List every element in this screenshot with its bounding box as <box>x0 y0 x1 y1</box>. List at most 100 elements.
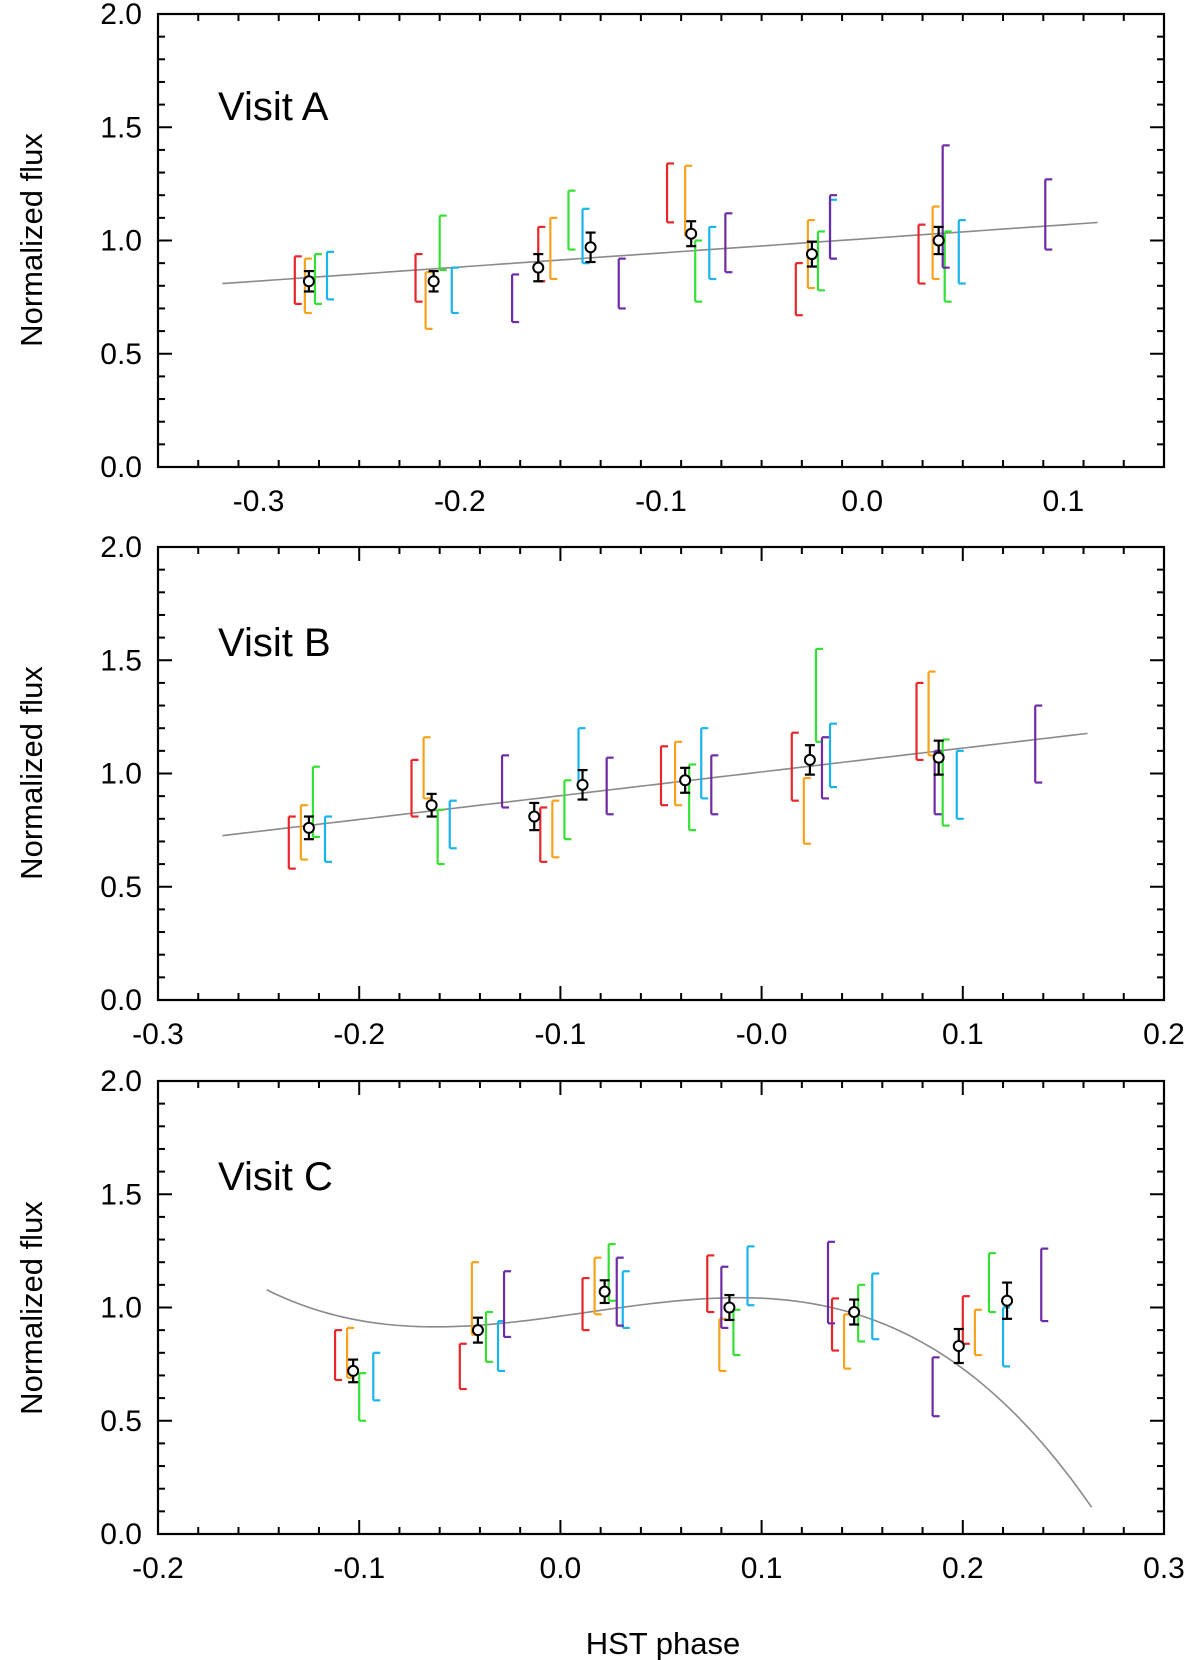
y-axis-label: Normalized flux <box>14 133 49 347</box>
mean-point <box>584 241 597 254</box>
error-bar-purple <box>500 754 510 809</box>
error-bar-purple <box>720 1265 729 1329</box>
y-tick-label: 1.0 <box>100 225 142 258</box>
x-tick-label: -0.3 <box>132 1018 184 1051</box>
mean-point <box>528 810 541 823</box>
error-bar-red <box>458 1342 467 1391</box>
binned-mean <box>532 252 545 283</box>
error-bar-green <box>816 230 825 292</box>
y-tick-label: 0.0 <box>100 451 142 484</box>
error-bar-cyan <box>372 1351 381 1402</box>
x-tick-label: 0.1 <box>741 1552 783 1585</box>
mean-point <box>425 799 438 812</box>
x-tick-label: 0.2 <box>1143 1018 1185 1051</box>
x-tick-label: 0.1 <box>942 1018 984 1051</box>
x-tick-label: 0.3 <box>1143 1552 1185 1585</box>
y-axis-label: Normalized flux <box>14 1201 49 1415</box>
binned-mean <box>1001 1281 1014 1320</box>
mean-point <box>427 275 440 288</box>
y-tick-label: 0.0 <box>100 984 142 1017</box>
error-bar-green <box>567 189 576 251</box>
mean-point <box>1001 1294 1014 1307</box>
y-tick-label: 1.5 <box>100 1178 142 1211</box>
error-bar-green <box>732 1308 741 1357</box>
error-bar-cyan <box>828 722 838 789</box>
error-bar-purple <box>820 736 829 800</box>
error-bar-cyan <box>871 1272 880 1341</box>
error-bar-purple <box>511 273 520 324</box>
mean-point <box>952 1340 965 1353</box>
error-bar-purple <box>1044 178 1053 251</box>
error-bar-red <box>539 806 548 863</box>
mean-point <box>598 1285 611 1298</box>
error-bar-purple <box>931 1356 940 1418</box>
error-bar-green <box>563 779 572 841</box>
error-bar-red <box>410 758 419 818</box>
binned-mean <box>576 769 589 801</box>
error-bar-green <box>436 808 445 866</box>
y-tick-label: 2.0 <box>100 1065 142 1098</box>
error-bar-cyan <box>448 799 457 850</box>
model-fit-line <box>266 1289 1093 1508</box>
panel-visit-c: Visit C Normalized flux HST phase 0.0 0.5… <box>14 1065 1185 1660</box>
binned-mean <box>932 739 945 776</box>
x-tick-label: -0.1 <box>535 1018 587 1051</box>
error-bar-red <box>665 162 675 224</box>
x-axis-label: HST phase <box>586 1626 741 1660</box>
mean-point <box>805 248 818 261</box>
mean-point <box>347 1364 360 1377</box>
panel-title: Visit A <box>218 85 329 129</box>
x-tick-label: -0.2 <box>132 1552 184 1585</box>
error-bar-red <box>794 262 803 317</box>
error-bar-purple <box>605 756 614 816</box>
x-tick-label: -0.2 <box>434 485 486 518</box>
mean-point <box>803 753 816 766</box>
error-bar-orange <box>973 1308 982 1357</box>
y-tick-label: 0.0 <box>100 1518 142 1551</box>
x-tick-label: -0.1 <box>635 485 687 518</box>
x-tick-label: -0.1 <box>333 1552 385 1585</box>
binned-mean <box>427 269 440 293</box>
binned-mean <box>803 744 816 776</box>
mean-point <box>932 234 945 247</box>
x-tick-label: 0.1 <box>1043 485 1085 518</box>
x-tick-label: -0.0 <box>736 1018 788 1051</box>
binned-mean <box>471 1316 484 1344</box>
y-tick-label: 1.5 <box>100 111 142 144</box>
error-bar-purple <box>1034 704 1043 784</box>
mean-point <box>471 1324 484 1337</box>
binned-mean <box>528 801 541 832</box>
binned-mean <box>584 231 597 264</box>
error-bar-purple <box>828 194 838 260</box>
x-tick-label: 0.0 <box>540 1552 582 1585</box>
panel-visit-b: Visit B Normalized flux 0.0 0.5 1.0 1.5 2.0 -… <box>14 531 1185 1051</box>
y-axis-label: Normalized flux <box>14 666 49 880</box>
error-bar-cyan <box>700 727 709 800</box>
binned-mean <box>723 1293 736 1322</box>
error-bar-red <box>333 1329 343 1382</box>
x-tick-label: -0.2 <box>333 1018 385 1051</box>
error-bar-red <box>414 252 423 303</box>
error-bar-orange <box>424 271 433 330</box>
error-bar-green <box>694 239 703 303</box>
panel-title: Visit C <box>218 1155 333 1199</box>
error-bar-orange <box>673 740 683 807</box>
binned-mean <box>347 1358 360 1384</box>
plot-frame <box>156 12 1166 469</box>
error-bar-cyan <box>708 225 717 281</box>
error-bar-red <box>830 1297 840 1352</box>
error-bar-cyan <box>621 1270 630 1329</box>
panel-visit-a: Visit A Normalized flux 0.0 0.5 1.0 1.5 2.0 -… <box>14 0 1166 518</box>
error-bar-cyan <box>450 266 459 315</box>
y-tick-label: 0.5 <box>100 871 142 904</box>
error-bar-orange <box>303 257 312 315</box>
error-bar-orange <box>299 804 308 861</box>
y-tick-label: 0.5 <box>100 338 142 371</box>
mean-point <box>685 227 698 240</box>
error-bar-green <box>438 214 447 272</box>
error-bar-red <box>293 255 302 306</box>
error-bar-purple <box>1040 1247 1049 1323</box>
binned-mean <box>952 1327 965 1365</box>
error-bar-orange <box>549 216 558 281</box>
mean-point <box>302 275 315 288</box>
